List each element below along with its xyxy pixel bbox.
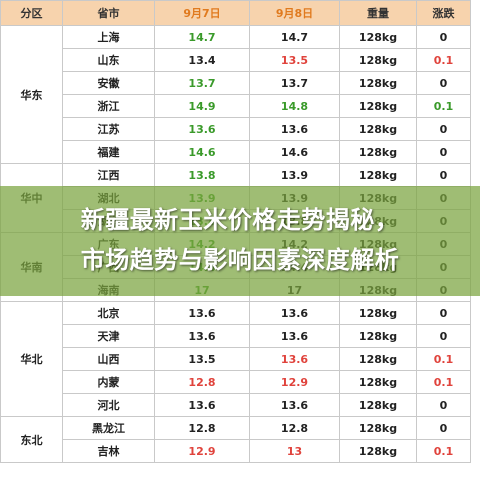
table-row: 安徽 13.7 13.7 128kg 0 xyxy=(1,71,471,95)
sep7-price-cell: 13.6 xyxy=(154,324,250,348)
province-cell: 河北 xyxy=(62,393,155,417)
sep8-price-cell: 13.9 xyxy=(249,163,340,187)
province-cell: 天津 xyxy=(62,324,155,348)
weight-cell: 128kg xyxy=(339,370,417,394)
change-cell: 0 xyxy=(416,71,471,95)
change-cell: 0 xyxy=(416,25,471,49)
sep8-price-cell: 13.5 xyxy=(249,48,340,72)
table-row: 吉林 12.9 13 128kg 0.1 xyxy=(1,439,471,463)
weight-cell: 128kg xyxy=(339,439,417,463)
sep7-price-cell: 13.6 xyxy=(154,393,250,417)
weight-cell: 128kg xyxy=(339,94,417,118)
change-cell: 0 xyxy=(416,117,471,141)
weight-cell: 128kg xyxy=(339,25,417,49)
banner-line-1: 新疆最新玉米价格走势揭秘， xyxy=(80,206,400,234)
weight-cell: 128kg xyxy=(339,393,417,417)
table-row: 山西 13.5 13.6 128kg 0.1 xyxy=(1,347,471,371)
change-cell: 0.1 xyxy=(416,370,471,394)
weight-cell: 128kg xyxy=(339,163,417,187)
header-sep7: 9月7日 xyxy=(154,0,250,26)
region-cell: 东北 xyxy=(0,416,63,463)
weight-cell: 128kg xyxy=(339,416,417,440)
sep7-price-cell: 12.8 xyxy=(154,416,250,440)
sep7-price-cell: 12.8 xyxy=(154,370,250,394)
sep7-price-cell: 13.5 xyxy=(154,347,250,371)
table-row: 山东 13.4 13.5 128kg 0.1 xyxy=(1,48,471,72)
sep8-price-cell: 14.7 xyxy=(249,25,340,49)
sep8-price-cell: 12.9 xyxy=(249,370,340,394)
table-row: 福建 14.6 14.6 128kg 0 xyxy=(1,140,471,164)
banner-line-2: 市场趋势与影响因素深度解析 xyxy=(80,246,400,274)
province-cell: 山西 xyxy=(62,347,155,371)
province-cell: 浙江 xyxy=(62,94,155,118)
change-cell: 0 xyxy=(416,324,471,348)
sep8-price-cell: 13.6 xyxy=(249,324,340,348)
change-cell: 0 xyxy=(416,416,471,440)
weight-cell: 128kg xyxy=(339,347,417,371)
change-cell: 0 xyxy=(416,301,471,325)
province-cell: 内蒙 xyxy=(62,370,155,394)
sep8-price-cell: 13.6 xyxy=(249,393,340,417)
title-banner xyxy=(0,186,480,296)
header-province: 省市 xyxy=(62,0,155,26)
header-sep8: 9月8日 xyxy=(249,0,340,26)
change-cell: 0.1 xyxy=(416,94,471,118)
province-cell: 北京 xyxy=(62,301,155,325)
header-region: 分区 xyxy=(0,0,63,26)
change-cell: 0 xyxy=(416,163,471,187)
weight-cell: 128kg xyxy=(339,71,417,95)
sep7-price-cell: 12.9 xyxy=(154,439,250,463)
header-change: 涨跌 xyxy=(416,0,471,26)
weight-cell: 128kg xyxy=(339,117,417,141)
province-cell: 安徽 xyxy=(62,71,155,95)
sep8-price-cell: 13.6 xyxy=(249,117,340,141)
sep7-price-cell: 14.6 xyxy=(154,140,250,164)
province-cell: 江西 xyxy=(62,163,155,187)
weight-cell: 128kg xyxy=(339,48,417,72)
sep7-price-cell: 13.4 xyxy=(154,48,250,72)
weight-cell: 128kg xyxy=(339,140,417,164)
table-header-row: 分区 省市 9月7日 9月8日 重量 涨跌 xyxy=(0,0,471,26)
province-cell: 福建 xyxy=(62,140,155,164)
banner-title: 新疆最新玉米价格走势揭秘， 市场趋势与影响因素深度解析 xyxy=(0,200,480,280)
change-cell: 0.1 xyxy=(416,347,471,371)
sep7-price-cell: 14.7 xyxy=(154,25,250,49)
table-row: 东北 黑龙江 12.8 12.8 128kg 0 xyxy=(0,416,471,463)
header-weight: 重量 xyxy=(339,0,417,26)
sep8-price-cell: 12.8 xyxy=(249,416,340,440)
change-cell: 0 xyxy=(416,393,471,417)
region-cell: 华北 xyxy=(0,301,63,417)
table-row: 江苏 13.6 13.6 128kg 0 xyxy=(1,117,471,141)
sep8-price-cell: 13.7 xyxy=(249,71,340,95)
province-cell: 吉林 xyxy=(62,439,155,463)
table-row: 浙江 14.9 14.8 128kg 0.1 xyxy=(1,94,471,118)
table-row: 华东 上海 14.7 14.7 128kg 0 xyxy=(0,25,471,164)
sep8-price-cell: 14.8 xyxy=(249,94,340,118)
region-cell: 华东 xyxy=(0,25,63,164)
sep7-price-cell: 13.6 xyxy=(154,301,250,325)
province-cell: 江苏 xyxy=(62,117,155,141)
sep7-price-cell: 13.7 xyxy=(154,71,250,95)
province-cell: 山东 xyxy=(62,48,155,72)
table-row: 华北 北京 13.6 13.6 128kg 0 xyxy=(0,301,471,417)
province-cell: 上海 xyxy=(62,25,155,49)
sep7-price-cell: 14.9 xyxy=(154,94,250,118)
sep8-price-cell: 13.6 xyxy=(249,347,340,371)
weight-cell: 128kg xyxy=(339,324,417,348)
change-cell: 0.1 xyxy=(416,439,471,463)
table-row: 河北 13.6 13.6 128kg 0 xyxy=(1,393,471,417)
weight-cell: 128kg xyxy=(339,301,417,325)
sep8-price-cell: 13.6 xyxy=(249,301,340,325)
sep8-price-cell: 13 xyxy=(249,439,340,463)
sep7-price-cell: 13.8 xyxy=(154,163,250,187)
change-cell: 0.1 xyxy=(416,48,471,72)
change-cell: 0 xyxy=(416,140,471,164)
table-row: 天津 13.6 13.6 128kg 0 xyxy=(1,324,471,348)
table-row: 内蒙 12.8 12.9 128kg 0.1 xyxy=(1,370,471,394)
province-cell: 黑龙江 xyxy=(62,416,155,440)
sep7-price-cell: 13.6 xyxy=(154,117,250,141)
sep8-price-cell: 14.6 xyxy=(249,140,340,164)
